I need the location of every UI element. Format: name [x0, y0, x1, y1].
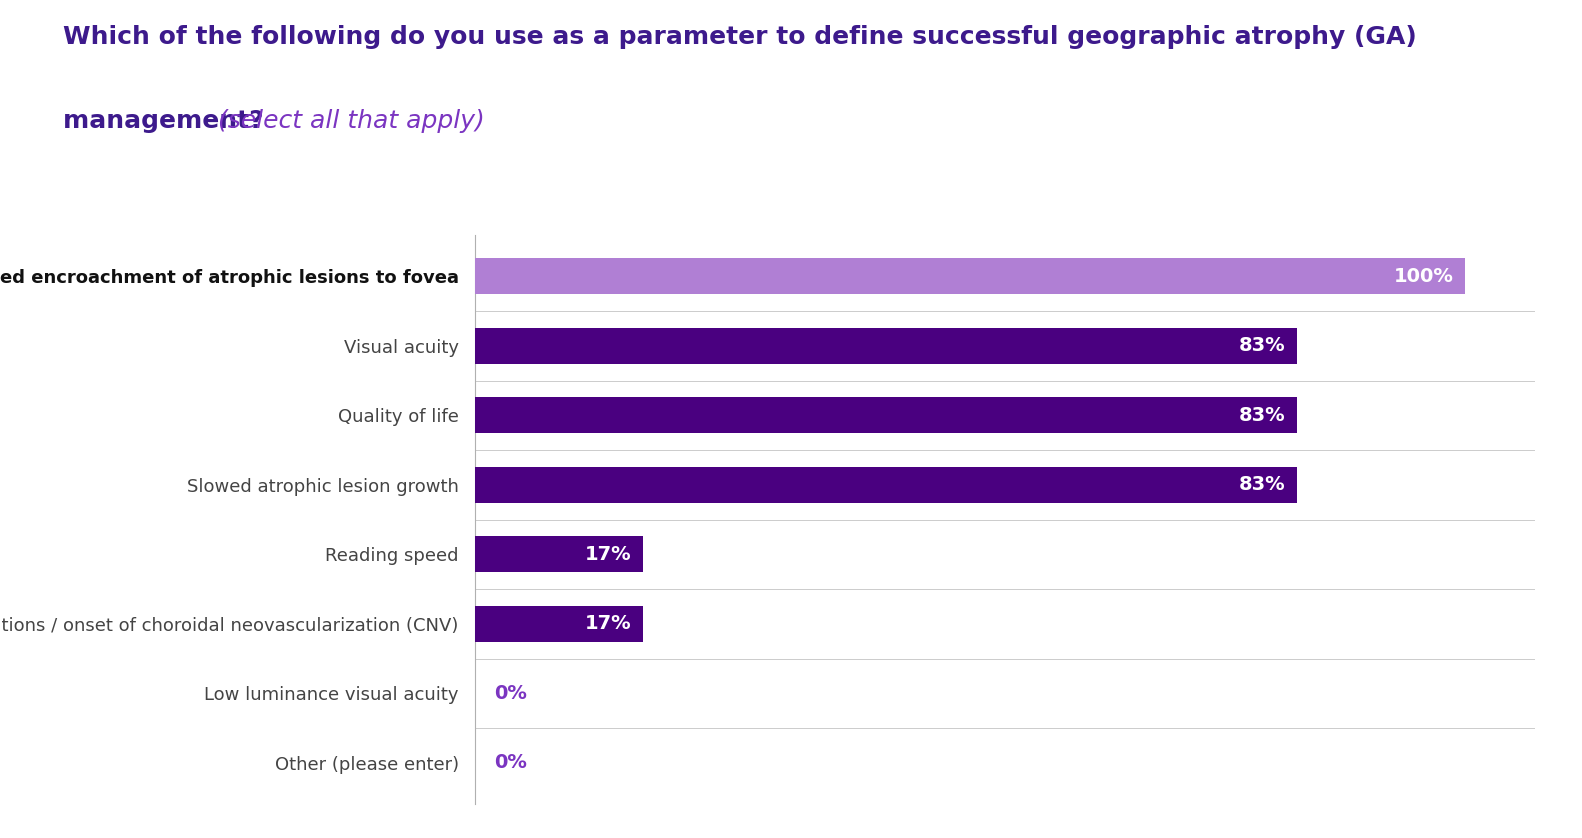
Text: 17%: 17%: [584, 614, 631, 634]
Text: 100%: 100%: [1394, 266, 1454, 286]
Text: 0%: 0%: [495, 753, 527, 773]
Bar: [475, 536, 642, 572]
Text: management? (select all that apply): management? (select all that apply): [63, 109, 519, 133]
Bar: [475, 258, 1465, 294]
Bar: [475, 397, 1297, 433]
Text: 83%: 83%: [1239, 406, 1285, 425]
Text: 0%: 0%: [495, 684, 527, 703]
Bar: [475, 606, 642, 642]
Bar: [475, 467, 1297, 503]
Text: Which of the following do you use as a parameter to define successful geographic: Which of the following do you use as a p…: [63, 25, 1417, 49]
Text: management?: management?: [63, 109, 272, 133]
Text: 17%: 17%: [584, 545, 631, 564]
Text: 83%: 83%: [1239, 336, 1285, 355]
Text: 83%: 83%: [1239, 475, 1285, 494]
Bar: [475, 328, 1297, 364]
Text: (select all that apply): (select all that apply): [218, 109, 486, 133]
